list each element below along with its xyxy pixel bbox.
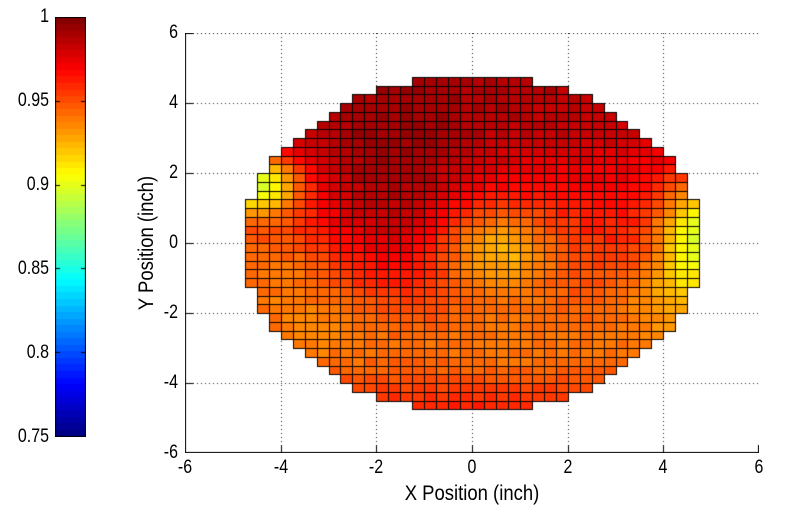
x-tick-label: -4	[273, 457, 289, 478]
x-tick-label: 0	[467, 457, 477, 478]
x-tick-label: -6	[177, 457, 193, 478]
x-tick-label: -2	[368, 457, 384, 478]
y-tick-label: 6	[169, 22, 178, 43]
y-tick-label: -6	[163, 442, 178, 463]
y-axis-label: Y Position (inch)	[135, 175, 158, 311]
colorbar-gradient	[55, 17, 86, 437]
colorbar-tick-label: 0.9	[26, 174, 49, 195]
y-tick-label: -4	[163, 372, 178, 393]
x-axis-label: X Position (inch)	[404, 482, 540, 505]
x-tick-label: 2	[563, 457, 573, 478]
y-tick-label: 2	[169, 162, 178, 183]
y-tick-label: 0	[169, 232, 178, 253]
y-tick-label: -2	[163, 302, 178, 323]
heatmap-canvas	[185, 33, 759, 453]
colorbar-tick-label: 0.8	[26, 342, 49, 363]
colorbar-tick-label: 0.75	[17, 426, 49, 447]
colorbar-tick-label: 0.95	[17, 90, 49, 111]
y-tick-label: 4	[169, 92, 178, 113]
colorbar-tick-label: 0.85	[17, 258, 49, 279]
x-tick-label: 6	[754, 457, 764, 478]
colorbar-tick-label: 1	[40, 6, 49, 27]
x-tick-label: 4	[658, 457, 668, 478]
